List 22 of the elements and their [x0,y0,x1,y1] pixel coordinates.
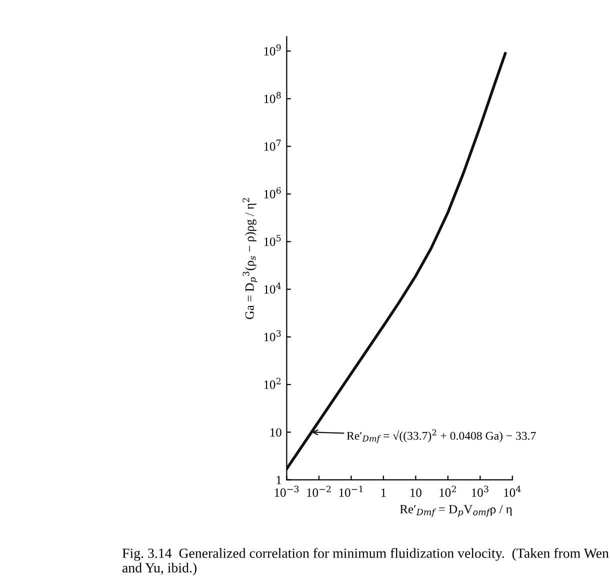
x-tick-label: 10$^{−3}$ [274,486,299,497]
y-tick-label: 10$^{6}$ [264,187,281,198]
x-tick-label: 10$^{−1}$ [339,486,363,497]
y-axis-title: Ga = D$_{p}$$^{3}$(ρ$_{s}$ − ρ)ρg / η$^{2}$ [242,198,258,320]
x-tick-label: 1 [381,488,386,497]
y-tick-label: 10$^{4}$ [264,282,281,294]
x-axis-title: Re′$_{Dmf}$ = D$_{p}$V$_{omf}$ρ / η [400,505,512,518]
y-tick-label: 10$^{3}$ [264,330,281,342]
x-tick-label: 10$^{2}$ [440,486,456,497]
y-tick-label: 10$^{2}$ [264,378,281,389]
y-tick-label: 1 [276,476,282,484]
y-tick-label: 10$^{9}$ [264,44,281,56]
x-tick-label: 10$^{−2}$ [307,486,331,497]
x-tick-label: 10 [410,488,422,497]
caption: Fig. 3.14 Generalized correlation for minimum fluidization velocity. (Taken from Wen and Yu, ibid.) [122,548,609,576]
x-tick-label: 10$^{4}$ [504,486,521,497]
annotation: Re′$_{Dmf}$ = √((33.7)$^{2}$ + 0.0408 Ga) − 33.7 [346,429,536,444]
y-tick-label: 10 [270,428,282,437]
y-tick-label: 10$^{5}$ [264,234,281,246]
y-tick-label: 10$^{8}$ [264,92,281,104]
x-tick-label: 10$^{3}$ [472,486,488,497]
y-tick-label: 10$^{7}$ [264,140,281,151]
